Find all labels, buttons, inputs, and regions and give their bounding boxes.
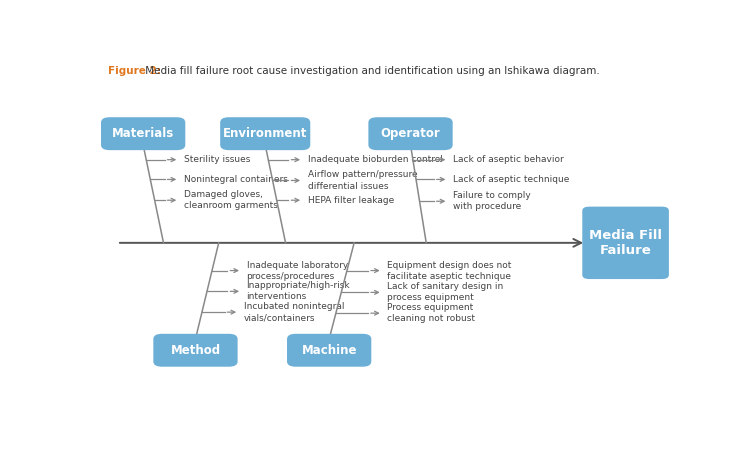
Text: Airflow pattern/pressure
differential issues: Airflow pattern/pressure differential is… <box>308 171 417 190</box>
Text: Nonintegral containers: Nonintegral containers <box>184 175 288 184</box>
FancyBboxPatch shape <box>101 117 185 150</box>
Text: Environment: Environment <box>223 127 308 140</box>
Text: Operator: Operator <box>381 127 440 140</box>
Text: HEPA filter leakage: HEPA filter leakage <box>308 196 394 205</box>
Text: Figure 2:: Figure 2: <box>108 66 161 76</box>
Text: Materials: Materials <box>112 127 174 140</box>
Text: Incubated nonintegral
vials/containers: Incubated nonintegral vials/containers <box>244 302 344 322</box>
Text: Sterility issues: Sterility issues <box>184 155 250 164</box>
Text: Media fill failure root cause investigation and identification using an Ishikawa: Media fill failure root cause investigat… <box>142 66 600 76</box>
FancyBboxPatch shape <box>287 334 371 367</box>
FancyBboxPatch shape <box>153 334 238 367</box>
Text: Lack of aseptic behavior: Lack of aseptic behavior <box>453 155 564 164</box>
Text: Equipment design does not
facilitate aseptic technique: Equipment design does not facilitate ase… <box>387 261 512 281</box>
Text: Failure to comply
with procedure: Failure to comply with procedure <box>453 191 531 212</box>
FancyBboxPatch shape <box>582 207 669 279</box>
Text: Damaged gloves,
cleanroom garments: Damaged gloves, cleanroom garments <box>184 190 278 210</box>
FancyBboxPatch shape <box>368 117 453 150</box>
Text: Lack of aseptic technique: Lack of aseptic technique <box>453 175 569 184</box>
Text: Inadequate laboratory
process/procedures: Inadequate laboratory process/procedures <box>247 261 348 281</box>
Text: Media Fill
Failure: Media Fill Failure <box>589 229 662 257</box>
Text: Method: Method <box>170 344 220 357</box>
Text: Inadequate bioburden control: Inadequate bioburden control <box>308 155 442 164</box>
Text: Inappropriate/high-risk
interventions: Inappropriate/high-risk interventions <box>247 281 350 302</box>
Text: Lack of sanitary design in
process equipment: Lack of sanitary design in process equip… <box>387 282 503 302</box>
FancyBboxPatch shape <box>220 117 310 150</box>
Text: Machine: Machine <box>302 344 357 357</box>
Text: Process equipment
cleaning not robust: Process equipment cleaning not robust <box>387 303 476 323</box>
